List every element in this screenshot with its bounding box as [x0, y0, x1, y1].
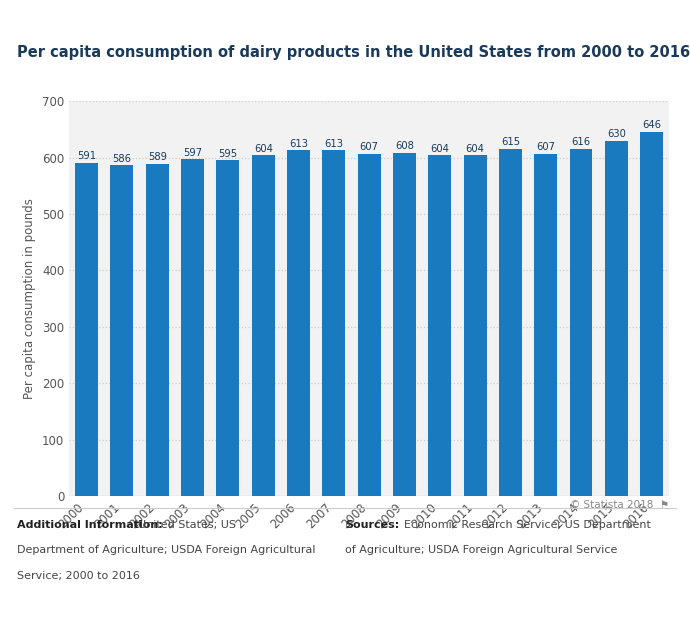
Text: 608: 608	[395, 142, 414, 151]
Text: 607: 607	[359, 142, 379, 152]
Bar	[393, 153, 416, 496]
Text: United States; US: United States; US	[138, 520, 236, 530]
Bar	[499, 149, 522, 496]
Text: 604: 604	[254, 143, 273, 154]
Text: 591: 591	[77, 151, 96, 161]
Text: Economic Research Service; US Department: Economic Research Service; US Department	[404, 520, 651, 530]
Text: 597: 597	[183, 147, 202, 157]
Bar	[252, 155, 275, 496]
Bar	[428, 155, 451, 496]
Bar	[75, 162, 98, 496]
Bar	[534, 154, 558, 496]
Text: 615: 615	[501, 137, 520, 147]
Bar	[357, 154, 381, 496]
Bar	[110, 166, 133, 496]
Bar	[146, 164, 169, 496]
Text: Service; 2000 to 2016: Service; 2000 to 2016	[17, 571, 140, 581]
Text: 604: 604	[431, 143, 449, 154]
Text: 607: 607	[536, 142, 555, 152]
Bar	[181, 159, 204, 496]
Text: 616: 616	[571, 137, 591, 147]
Text: 613: 613	[324, 138, 344, 149]
Text: Department of Agriculture; USDA Foreign Agricultural: Department of Agriculture; USDA Foreign …	[17, 545, 316, 556]
Bar	[605, 141, 628, 496]
Text: Sources:: Sources:	[345, 520, 400, 530]
Bar	[569, 149, 593, 496]
Text: 613: 613	[289, 138, 308, 149]
Text: 589: 589	[148, 152, 167, 162]
Text: 630: 630	[607, 129, 626, 139]
Text: 604: 604	[466, 143, 484, 154]
Bar	[287, 150, 310, 496]
Text: 646: 646	[642, 120, 661, 130]
Text: 595: 595	[218, 149, 237, 159]
Text: 586: 586	[112, 154, 132, 164]
Text: Per capita consumption of dairy products in the United States from 2000 to 2016: Per capita consumption of dairy products…	[17, 46, 690, 60]
Bar	[464, 155, 486, 496]
Bar	[640, 131, 663, 496]
Y-axis label: Per capita consumption in pounds: Per capita consumption in pounds	[23, 198, 37, 399]
Text: of Agriculture; USDA Foreign Agricultural Service: of Agriculture; USDA Foreign Agricultura…	[345, 545, 618, 556]
Text: Additional Information:: Additional Information:	[17, 520, 163, 530]
Bar	[322, 150, 345, 496]
Text: © Statista 2018  ⚑: © Statista 2018 ⚑	[570, 500, 669, 509]
Bar	[217, 161, 239, 496]
